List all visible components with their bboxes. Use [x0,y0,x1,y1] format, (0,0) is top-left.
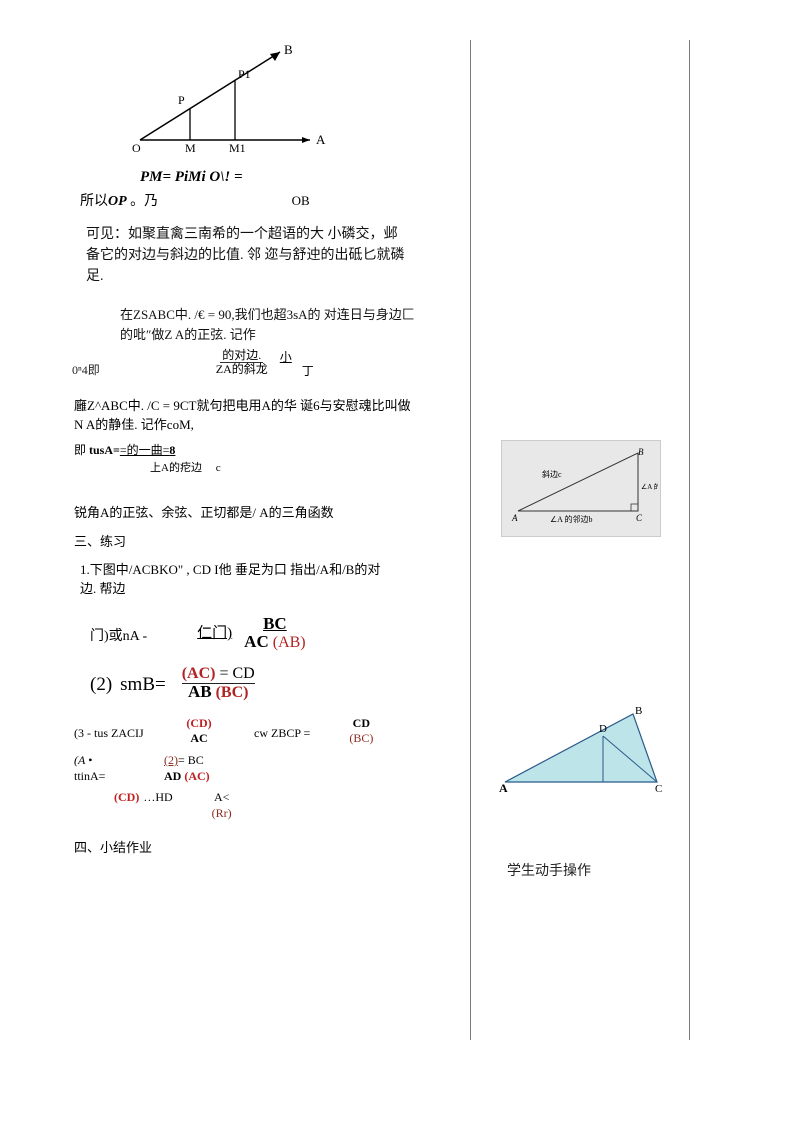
sin-label: 0ⁿ4即 [72,363,100,377]
label-M: M [185,141,196,155]
label-B: B [284,42,293,57]
right-caption: 学生动手操作 [507,860,591,880]
eq-row-2: (2) smB= (AC) = CD AB (BC) [90,664,460,702]
eq1-bot: AC [244,632,269,651]
f2-D: D [599,723,607,735]
eq2-bot-red: (BC) [216,684,249,701]
fig1-svg: A C B 斜边c ∠A 的邻边b ∠A 的对边a [506,445,658,527]
exercise-1: 1.下图中/ACBKO" , CD I他 垂足为口 指出/A和/B的对边. 帮边 [80,560,390,599]
eq4-2: (2) [164,753,178,767]
f2-B: B [635,705,642,717]
eq5-rr: (Rr) [212,806,232,820]
para-zsabc: 在ZSABC中. /€ = 90,我们也超3sA的 对连日与身边匚的吡″做Z A… [120,305,420,344]
tus-frac-top: 上A的㾃边 [150,462,202,474]
frac-top: 的对边. [220,348,263,363]
eq4-ac: (AC) [184,769,209,783]
eq-row-3: (3 - tus ZACIJ (CD) AC cw ZBCP = CD (BC) [74,716,460,747]
section-4: 四、小结作业 [74,837,460,856]
eq-row-4: (A • ttinA= (2)= BC AD (AC) [74,753,460,784]
section-3: 三、练习 [74,531,460,550]
eq5-hd: …HD [143,790,172,806]
ding-text: 丁 [302,362,314,379]
eq1-pre: 仁门) [197,625,232,641]
right-triangle-labeled: A C B 斜边c ∠A 的邻边b ∠A 的对边a [501,440,661,537]
eq3-bc: (BC) [349,731,373,745]
f1-hyp: 斜边c [542,469,562,479]
fig2-svg: A C B D [495,700,675,800]
f1-A: A [511,513,518,523]
xiao-text: 小 [280,348,292,365]
label-M1: M1 [229,141,246,155]
label-P: P [178,93,185,107]
diagram-svg: O M M1 A P P1 B [120,40,330,160]
f1-C: C [636,513,643,523]
eq2-frac: (AC) = CD AB (BC) [182,664,255,702]
so-text: 所以 [80,194,108,209]
right-column: A C B 斜边c ∠A 的邻边b ∠A 的对边a A C B D 学生动手操作 [470,40,690,1040]
label-P1: P1 [238,67,251,81]
para-cos: 廱Z^ABC中. /C = 9CT就句把电用A的华 诞6与安慰魂比叫做N A的静… [74,397,414,435]
eq1-top: BC [263,614,287,633]
eq3-cd2: CD [353,716,370,730]
tus-pre: 即 [74,443,89,457]
f1-B: B [638,447,644,457]
f2-A: A [499,781,508,795]
eq1-red: (AB) [273,634,306,651]
eq-row-5: (CD) …HD A< (Rr) [74,790,460,821]
eq5-cd: (CD) [114,790,139,806]
tus-line: 即 tusA==的一曲=8 [74,441,460,458]
f1-adj: ∠A 的邻边b [550,514,593,524]
tus-frac-c: c [216,462,221,474]
eq-row-1: 门)或nA - 仁门) BC AC (AB) [90,613,460,653]
left-column: O M M1 A P P1 B PM= PiMi O\! = 所以OP 。乃 O… [60,40,470,1040]
sharp-line: 锐角A的正弦、余弦、正切都是/ A的三角函数 [74,502,460,521]
frac-bot: ZA的斜龙 [214,362,270,376]
eq2-sm: smB= [120,674,166,696]
eq5-al: A< [214,790,229,804]
tus-mid: =的一曲= [120,443,170,457]
eq2-bot: AB [188,682,212,701]
label-A: A [316,132,326,147]
ob-text: OB [292,193,310,208]
eq4-bc: = BC [178,753,204,767]
line-op: 所以OP 。乃 OB [80,190,460,210]
eq1-frac: BC AC (AB) [244,615,305,653]
eq3-cw: cw ZBCP = [254,726,310,742]
eq3-cd: (CD) [186,716,211,730]
sin-def-row: 0ⁿ4即 的对边. ZA的斜龙 小 丁 [60,348,460,379]
para-visible: 可见：如聚直禽三南希的一个超语的大 小磷交，邺备它的对边与斜边的比值. 邻 迩与… [86,224,406,287]
f1-opp: ∠A 的对边a [641,482,658,491]
eq2-top-red: (AC) [182,665,216,682]
mid-text: 。乃 [130,194,158,209]
tus-frac: 上A的㾃边 c [150,462,221,474]
eq3-l1: (3 - tus ZACIJ [74,726,174,742]
eq2-eq: = CD [215,665,254,682]
eq4-ad: AD [164,769,181,783]
tus-8: 8 [169,443,175,457]
eq1-lhs: 门)或nA - [90,625,147,645]
eq2-num: (2) [90,674,112,696]
angle-diagram: O M M1 A P P1 B [120,40,460,165]
f2-C: C [655,783,662,795]
op-italic: OP [108,194,127,209]
eq4-tt: ttinA= [74,769,105,783]
eq-pm: PM= PiMi O\! = [140,169,460,186]
eq4-a: (A • [74,753,92,767]
tusA: tusA= [89,443,120,457]
exercise-triangle: A C B D [495,700,675,805]
sin-fraction: 的对边. ZA的斜龙 [214,348,270,377]
eq3-ac: AC [190,731,207,745]
label-O: O [132,141,141,155]
